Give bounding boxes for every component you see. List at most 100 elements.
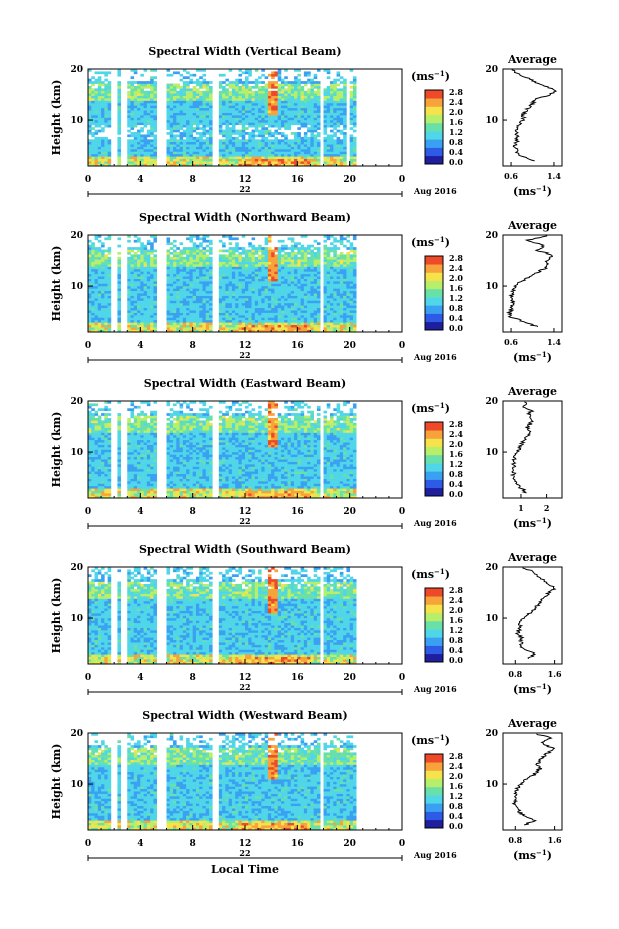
heatmap-cell (186, 290, 190, 294)
heatmap-cell (333, 102, 337, 106)
heatmap-cell (101, 161, 105, 164)
heatmap-cell (117, 327, 122, 330)
heatmap-cell (218, 144, 223, 147)
heatmap-cell (310, 141, 314, 145)
heatmap-cell (189, 141, 193, 145)
heatmap-cell (258, 315, 262, 318)
heatmap-cell (133, 283, 138, 287)
heatmap-cell (241, 156, 246, 160)
heatmap-cell (127, 146, 131, 150)
heatmap-cell (101, 129, 105, 133)
heatmap-cell (133, 122, 138, 126)
heatmap-cell (173, 264, 177, 267)
heatmap-cell (264, 247, 269, 250)
heatmap-cell (205, 132, 210, 135)
heatmap-cell (271, 266, 275, 270)
heatmap-cell (316, 81, 321, 84)
heatmap-cell (287, 107, 292, 111)
heatmap-cell (143, 151, 148, 155)
heatmap-cell (127, 300, 131, 304)
heatmap-cell (189, 124, 193, 128)
heatmap-cell (267, 139, 272, 143)
heatmap-cell (280, 90, 285, 94)
heatmap-cell (153, 259, 157, 262)
heatmap-cell (313, 251, 318, 255)
heatmap-cell (330, 264, 334, 267)
heatmap-cell (186, 156, 190, 160)
heatmap-cell (251, 98, 256, 101)
heatmap-cell (127, 151, 131, 155)
heatmap-cell (287, 293, 292, 296)
heatmap-cell (91, 302, 95, 306)
heatmap-cell (267, 237, 272, 241)
heatmap-cell (107, 290, 112, 294)
heatmap-cell (339, 81, 344, 84)
heatmap-cell (169, 290, 174, 294)
heatmap-cell (248, 244, 252, 248)
heatmap-cell (222, 278, 226, 282)
heatmap-cell (323, 329, 328, 333)
heatmap-cell (261, 88, 265, 92)
heatmap-cell (264, 259, 269, 262)
heatmap-cell (127, 93, 131, 96)
heatmap-cell (199, 317, 203, 321)
heatmap-cell (323, 102, 328, 106)
heatmap-cell (264, 310, 269, 313)
heatmap-cell (91, 329, 95, 333)
heatmap-cell (248, 293, 252, 296)
heatmap-cell (330, 266, 334, 270)
heatmap-cell (130, 249, 135, 253)
heatmap-cell (173, 305, 177, 309)
heatmap-cell (280, 317, 285, 321)
heatmap-cell (235, 158, 239, 162)
heatmap-cell (254, 317, 259, 321)
heatmap-cell (343, 305, 347, 309)
heatmap-cell (176, 161, 180, 164)
heatmap-cell (261, 249, 265, 253)
heatmap-cell (336, 295, 341, 299)
heatmap-cell (104, 285, 108, 289)
heatmap-cell (307, 122, 311, 126)
heatmap-cell (264, 144, 269, 147)
heatmap-cell (280, 124, 285, 128)
heatmap-cell (150, 88, 154, 92)
heatmap-cell (300, 251, 305, 255)
heatmap-cell (339, 132, 344, 135)
heatmap-cell (346, 290, 350, 294)
heatmap-cell (169, 327, 174, 330)
heatmap-cell (333, 278, 337, 282)
heatmap-cell (307, 319, 311, 323)
heatmap-cell (107, 278, 112, 282)
heatmap-cell (235, 329, 239, 333)
heatmap-cell (173, 273, 177, 277)
heatmap-cell (346, 254, 350, 258)
heatmap-cell (117, 312, 122, 316)
heatmap-cell (303, 107, 308, 111)
heatmap-cell (333, 112, 337, 116)
heatmap-cell (137, 239, 141, 243)
heatmap-cell (189, 107, 193, 111)
heatmap-cell (267, 83, 272, 87)
heatmap-cell (88, 69, 92, 72)
heatmap-cell (258, 261, 262, 265)
heatmap-cell (264, 268, 269, 272)
heatmap-cell (186, 161, 190, 164)
heatmap-cell (287, 290, 292, 294)
heatmap-cell (254, 158, 259, 162)
heatmap-cell (336, 144, 341, 147)
heatmap-cell (297, 256, 301, 260)
heatmap-cell (209, 117, 213, 121)
heatmap-cell (166, 237, 171, 241)
heatmap-cell (307, 256, 311, 260)
heatmap-cell (186, 305, 190, 309)
heatmap-cell (192, 310, 197, 313)
heatmap-cell (166, 298, 171, 301)
heatmap-cell (313, 163, 318, 167)
heatmap-cell (88, 78, 92, 82)
heatmap-cell (97, 141, 102, 145)
heatmap-cell (130, 307, 135, 311)
heatmap-cell (153, 98, 157, 101)
heatmap-cell (192, 235, 197, 238)
heatmap-cell (297, 119, 301, 123)
heatmap-cell (209, 324, 213, 328)
